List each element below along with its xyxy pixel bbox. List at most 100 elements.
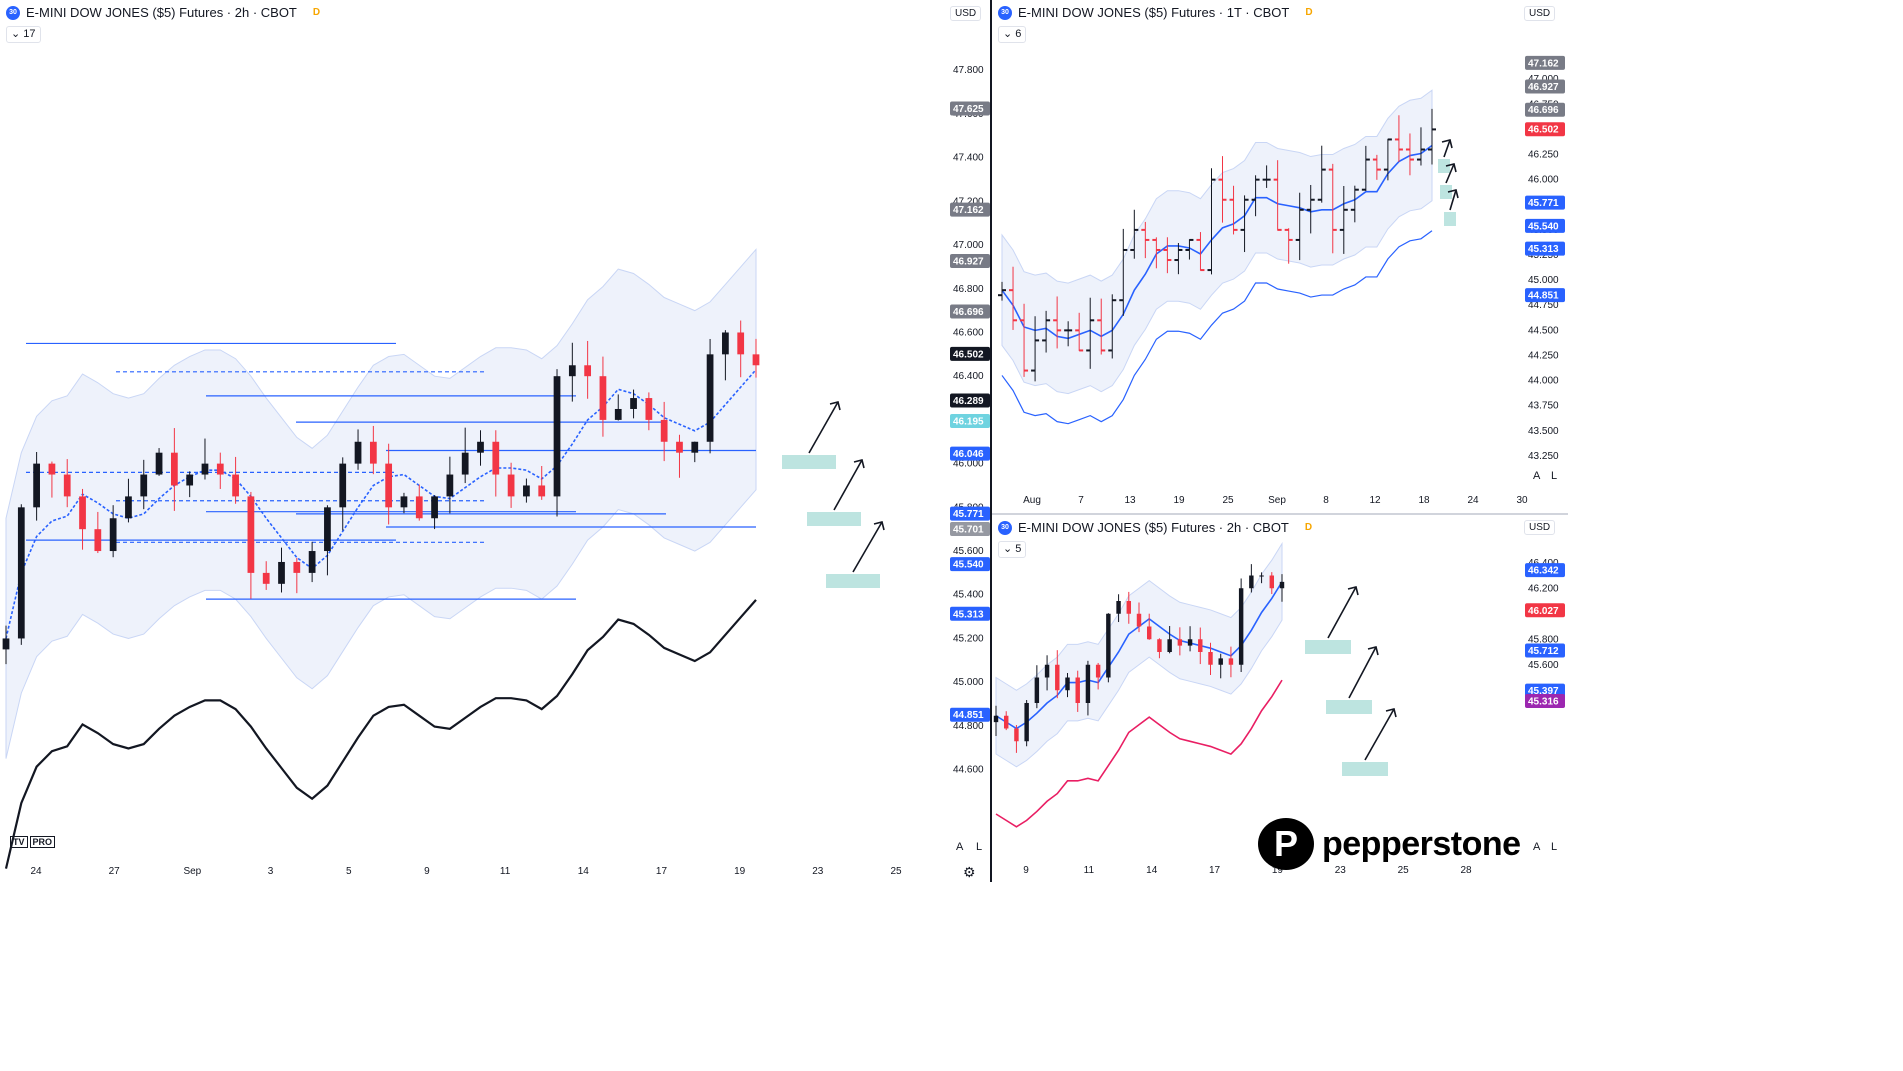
x-tick-label: 14 <box>1146 865 1158 876</box>
price-label-tag <box>950 521 990 536</box>
currency-selector[interactable]: USD <box>1524 520 1556 535</box>
price-label-tag <box>950 606 990 621</box>
currency-selector[interactable]: USD <box>950 6 982 21</box>
pane-divider[interactable] <box>992 513 1568 515</box>
arrow-head-icon <box>1445 163 1457 173</box>
long-moving-average-line <box>4 599 757 869</box>
log-scale-button[interactable]: L <box>976 841 983 853</box>
candle-body <box>63 474 71 497</box>
price-label-text: 45.313 <box>1528 244 1559 255</box>
main-chart-canvas[interactable]: 47.80047.60047.40047.20047.00046.80046.6… <box>0 0 990 882</box>
target-zone-box <box>1342 762 1388 776</box>
arrow-head-icon <box>1347 586 1359 596</box>
indicator-toggle[interactable]: ⌄ 17 <box>6 26 41 43</box>
candle-body <box>1157 639 1162 652</box>
price-label-tag <box>1525 55 1565 70</box>
y-tick-label: 46.600 <box>953 327 984 338</box>
price-label-tag <box>950 202 990 217</box>
forecast-arrow <box>1348 646 1377 699</box>
tv-mark: TV <box>10 836 28 848</box>
price-label-tag <box>1525 603 1565 618</box>
price-label-tag <box>950 414 990 428</box>
candle-body <box>293 561 301 573</box>
indicator-toggle[interactable]: ⌄ 5 <box>998 541 1027 558</box>
auto-scale-button[interactable]: A <box>1533 470 1541 482</box>
y-tick-label: 44.000 <box>1528 376 1559 387</box>
x-tick-label: 25 <box>1222 495 1234 506</box>
candle-body <box>1228 658 1234 665</box>
candle-body <box>752 354 760 366</box>
arrow-head-icon <box>1367 646 1379 656</box>
candle-body <box>1034 677 1040 703</box>
price-label-tag <box>1525 122 1565 137</box>
auto-scale-button[interactable]: A <box>1533 841 1541 853</box>
candle-body <box>492 441 500 475</box>
forecast-arrow <box>852 521 883 573</box>
candle-body <box>216 463 224 475</box>
candle-body <box>645 398 653 420</box>
candle-body <box>308 551 316 573</box>
weekly-chart-canvas[interactable]: 47.00046.75046.50046.25046.00045.75045.5… <box>992 0 1568 513</box>
pane-divider[interactable] <box>990 0 992 882</box>
candle-body <box>1065 677 1070 691</box>
log-scale-button[interactable]: L <box>1551 841 1558 853</box>
y-tick-label: 46.400 <box>953 371 984 382</box>
candle-body <box>599 376 607 420</box>
delayed-badge: D <box>1305 7 1313 18</box>
symbol-title[interactable]: E-MINI DOW JONES ($5) Futures · 1T · CBO… <box>1018 5 1290 20</box>
auto-scale-button[interactable]: A <box>956 841 964 853</box>
broker-logo: P pepperstone <box>1258 818 1521 870</box>
price-label-tag <box>950 254 990 269</box>
symbol-title[interactable]: E-MINI DOW JONES ($5) Futures · 2h · CBO… <box>26 5 297 20</box>
candle-body <box>1014 728 1019 742</box>
x-tick-label: 19 <box>1173 495 1185 506</box>
candle-body <box>155 452 163 475</box>
candle-body <box>48 463 56 475</box>
candle-body <box>1146 626 1152 640</box>
x-tick-label: 8 <box>1323 495 1329 506</box>
broker-name: pepperstone <box>1322 824 1521 863</box>
price-label-tag <box>1525 79 1565 94</box>
gear-icon[interactable]: ⚙ <box>963 864 976 880</box>
candle-body <box>584 365 592 377</box>
price-label-tag <box>950 101 990 116</box>
tv-pro-badge: PRO <box>29 836 56 848</box>
weekly-chart-pane[interactable]: 47.00046.75046.50046.25046.00045.75045.5… <box>992 0 1568 513</box>
log-scale-button[interactable]: L <box>1551 470 1558 482</box>
candle-body <box>354 441 362 464</box>
x-tick-label: 30 <box>1516 495 1528 506</box>
x-tick-label: 11 <box>500 866 511 877</box>
candle-body <box>1218 658 1223 665</box>
y-tick-label: 44.600 <box>953 765 984 776</box>
candle-body <box>201 463 209 475</box>
currency-selector[interactable]: USD <box>1524 6 1556 21</box>
target-zone-box <box>807 512 861 526</box>
y-tick-label: 46.200 <box>1528 583 1559 594</box>
candle-body <box>1116 601 1121 614</box>
intraday-chart-pane[interactable]: 46.40046.20046.00045.80045.6009111417192… <box>992 515 1568 882</box>
target-zone-box <box>1444 212 1456 226</box>
y-tick-label: 43.250 <box>1528 451 1559 462</box>
main-chart-pane[interactable]: 47.80047.60047.40047.20047.00046.80046.6… <box>0 0 990 882</box>
candle-body <box>1198 639 1203 652</box>
x-tick-label: 13 <box>1124 495 1136 506</box>
symbol-title[interactable]: E-MINI DOW JONES ($5) Futures · 2h · CBO… <box>1018 520 1289 535</box>
price-label-tag <box>1525 195 1565 210</box>
x-tick-label: 25 <box>1398 865 1410 876</box>
arrow-head-icon <box>1447 189 1459 199</box>
candle-body <box>33 463 40 508</box>
y-tick-label: 45.800 <box>1528 634 1559 645</box>
candle-body <box>1003 715 1009 729</box>
candle-body <box>94 529 102 552</box>
x-tick-label: 17 <box>1209 865 1221 876</box>
candle-body <box>324 507 331 552</box>
candle-body <box>1259 575 1264 577</box>
candle-body <box>1177 639 1183 646</box>
y-tick-label: 44.800 <box>953 721 984 732</box>
intraday-chart-canvas[interactable]: 46.40046.20046.00045.80045.6009111417192… <box>992 515 1568 882</box>
arrow-head-icon <box>1441 139 1453 149</box>
candle-body <box>706 354 714 442</box>
indicator-toggle[interactable]: ⌄ 6 <box>998 26 1027 43</box>
price-label-text: 46.502 <box>1528 125 1559 136</box>
price-label-text: 46.927 <box>953 257 984 268</box>
